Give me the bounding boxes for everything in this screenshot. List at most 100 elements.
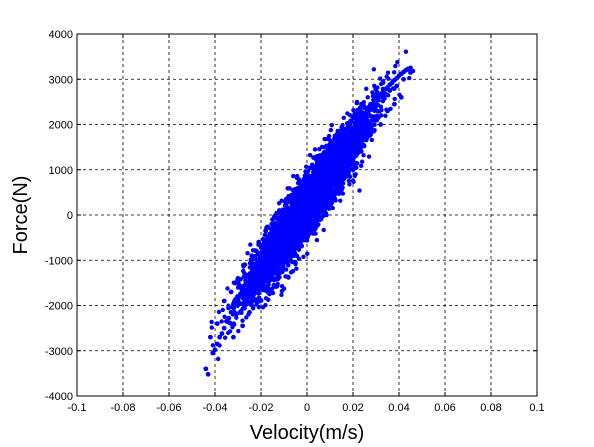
scatter-point (328, 127, 334, 133)
scatter-point (280, 215, 285, 220)
scatter-point (284, 201, 289, 206)
scatter-point (254, 302, 259, 307)
scatter-point (234, 315, 239, 320)
scatter-point (382, 93, 387, 98)
scatter-point (313, 231, 318, 236)
scatter-point (214, 321, 220, 326)
scatter-point (390, 86, 396, 91)
scatter-point (314, 164, 320, 170)
scatter-point (354, 100, 359, 106)
scatter-point (262, 232, 268, 238)
scatter-point (245, 283, 251, 288)
scatter-point (221, 298, 227, 304)
scatter-point (270, 236, 276, 241)
scatter-point (355, 131, 361, 136)
scatter-point (401, 76, 406, 82)
scatter-point (286, 275, 291, 280)
scatter-point (267, 231, 273, 236)
scatter-point (292, 229, 298, 235)
scatter-point (286, 212, 292, 218)
scatter-point (205, 371, 211, 377)
scatter-point (322, 204, 328, 209)
scatter-point (281, 247, 287, 252)
scatter-point (216, 309, 222, 315)
scatter-point (392, 96, 397, 102)
scatter-point (370, 90, 375, 95)
scatter-point (375, 102, 381, 108)
scatter-point (271, 259, 277, 264)
scatter-point (274, 210, 279, 216)
scatter-point (293, 259, 298, 265)
x-tick-label: 0.06 (434, 402, 455, 414)
scatter-point (353, 121, 358, 127)
scatter-point (368, 126, 374, 132)
scatter-point (321, 155, 327, 160)
scatter-point (328, 183, 334, 189)
scatter-point (310, 194, 316, 200)
scatter-point (302, 223, 308, 229)
scatter-point (329, 164, 334, 169)
scatter-point (355, 110, 360, 115)
scatter-point (285, 224, 290, 229)
x-tick-label: -0.1 (68, 402, 87, 414)
scatter-point (357, 188, 362, 193)
scatter-point (297, 241, 303, 247)
scatter-point (298, 207, 304, 213)
scatter-point (241, 264, 246, 269)
scatter-point (301, 200, 306, 205)
scatter-point (364, 86, 369, 92)
scatter-point (263, 296, 269, 301)
scatter-point (240, 318, 245, 323)
scatter-point (380, 79, 386, 84)
scatter-point (322, 191, 328, 196)
scatter-point (375, 108, 380, 114)
scatter-point (348, 163, 353, 168)
scatter-point (271, 270, 277, 276)
scatter-point (315, 202, 320, 207)
scatter-point (341, 135, 347, 140)
scatter-point (219, 319, 224, 324)
scatter-point (304, 202, 310, 207)
scatter-point (361, 142, 367, 148)
scatter-point (289, 192, 294, 198)
scatter-point (305, 177, 310, 182)
scatter-point (366, 120, 371, 125)
scatter-point (343, 143, 348, 149)
scatter-point (269, 239, 274, 245)
scatter-point (311, 214, 316, 219)
scatter-point (369, 105, 375, 110)
scatter-point (273, 226, 279, 232)
scatter-point (228, 321, 233, 326)
scatter-point (363, 137, 368, 142)
scatter-point (329, 192, 335, 197)
scatter-point (245, 251, 250, 256)
scatter-point (327, 159, 332, 164)
scatter-point (392, 101, 397, 107)
scatter-point (294, 245, 299, 251)
scatter-point (370, 93, 376, 99)
scatter-point (303, 207, 309, 212)
scatter-point (275, 222, 281, 227)
scatter-point (231, 334, 236, 340)
scatter-point (256, 295, 262, 300)
scatter-point (274, 284, 279, 290)
scatter-point (247, 260, 253, 266)
y-tick-label: 1000 (49, 165, 73, 177)
scatter-point (318, 171, 324, 177)
scatter-point (276, 245, 282, 251)
x-tick-label: -0.08 (110, 402, 135, 414)
scatter-point (266, 252, 271, 258)
scatter-point (240, 323, 246, 329)
scatter-point (314, 189, 320, 195)
scatter-point (346, 171, 351, 177)
scatter-point (311, 155, 317, 161)
scatter-point (240, 306, 245, 312)
scatter-point (251, 264, 257, 269)
scatter-point (317, 184, 323, 189)
scatter-point (249, 279, 255, 285)
scatter-point (208, 334, 213, 340)
scatter-point (395, 59, 400, 65)
scatter-point (330, 205, 335, 211)
scatter-point (320, 199, 325, 205)
